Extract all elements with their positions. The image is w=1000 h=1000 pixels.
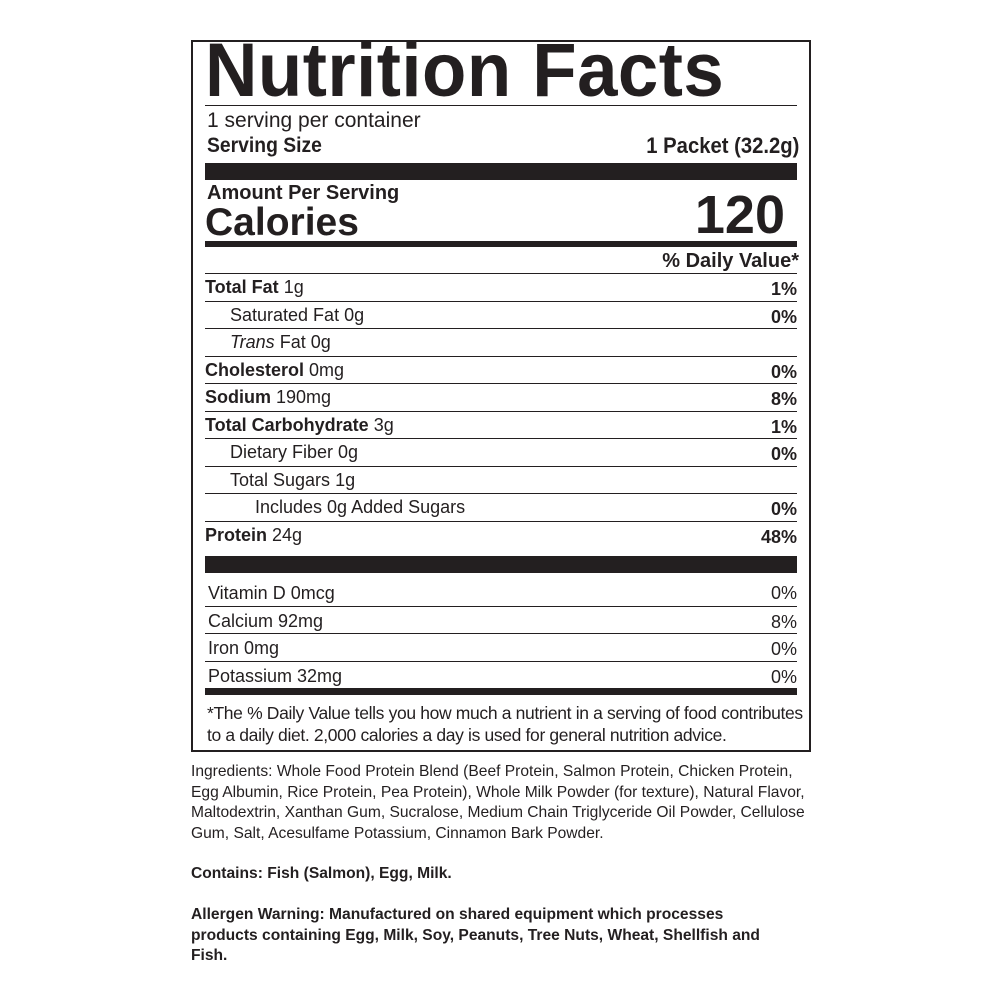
vitamin-dv: 0% (770, 583, 797, 603)
nutrient-name: Sodium (205, 387, 271, 407)
nutrient-row-dietary-fiber: Dietary Fiber 0g 0% (205, 438, 797, 466)
nutrient-amount: 1g (283, 277, 304, 297)
thick-divider (205, 163, 797, 180)
thick-divider (205, 556, 797, 573)
nutrient-row-sodium: Sodium 190mg 8% (205, 383, 797, 411)
nutrient-amount: 24g (272, 525, 303, 545)
serving-size-value: 1 Packet (32.2g) (645, 133, 799, 158)
nutrient-row-protein: Protein 24g 48% (205, 521, 797, 549)
nutrient-row-total-carbohydrate: Total Carbohydrate 3g 1% (205, 411, 797, 439)
nutrient-row-trans-fat: Trans Fat 0g (205, 328, 797, 356)
vitamin-dv: 8% (770, 612, 797, 632)
nutrient-row-total-fat: Total Fat 1g 1% (205, 273, 797, 301)
nutrient-name: Dietary Fiber (230, 442, 334, 462)
nutrient-name: Saturated Fat (230, 305, 340, 325)
nutrient-amount: Fat 0g (279, 332, 331, 352)
daily-value-header: % Daily Value* (662, 250, 799, 272)
calories-value: 120 (694, 185, 785, 245)
amount-per-serving: Amount Per Serving (207, 182, 400, 204)
footnote: *The % Daily Value tells you how much a … (207, 703, 803, 745)
nutrient-row-added-sugars: Includes 0g Added Sugars 0% (205, 493, 797, 521)
nutrient-name: Protein (205, 525, 268, 545)
nutrient-name: Total Carbohydrate (205, 415, 369, 435)
medium-divider (205, 688, 797, 695)
nutrient-dv: 0% (770, 444, 797, 464)
nutrient-name: Includes 0g Added Sugars (255, 497, 466, 517)
nutrient-dv: 48% (760, 527, 797, 547)
medium-divider (205, 241, 797, 247)
nutrient-name: Cholesterol (205, 360, 305, 380)
ingredients: Ingredients: Whole Food Protein Blend (B… (191, 763, 805, 842)
nutrient-row-saturated-fat: Saturated Fat 0g 0% (205, 301, 797, 329)
label-title: Nutrition Facts (205, 28, 725, 113)
servings-per-container: 1 serving per container (207, 109, 421, 132)
nutrient-name: Total Fat (205, 277, 279, 297)
nutrient-amount: 3g (373, 415, 394, 435)
nutrient-amount: 0mg (309, 360, 345, 380)
nutrient-dv: 0% (770, 307, 797, 327)
nutrient-amount: 1g (335, 470, 356, 490)
nutrient-name: Total Sugars (230, 470, 331, 490)
vitamin-name: Calcium 92mg (208, 611, 324, 631)
vitamin-dv: 0% (770, 639, 797, 659)
divider (205, 105, 797, 106)
nutrient-row-total-sugars: Total Sugars 1g (205, 466, 797, 494)
nutrient-amount: 0g (344, 305, 365, 325)
nutrient-dv: 0% (770, 362, 797, 382)
vitamin-dv: 0% (770, 667, 797, 687)
vitamin-name: Iron 0mg (208, 638, 280, 658)
calories-label: Calories (205, 201, 359, 244)
nutrient-dv: 8% (770, 389, 797, 409)
vitamin-row: Vitamin D 0mcg 0% (205, 578, 797, 605)
nutrient-name: Trans (230, 332, 275, 352)
nutrient-amount: 0g (338, 442, 359, 462)
nutrient-dv: 1% (770, 279, 797, 299)
vitamin-row: Iron 0mg 0% (205, 633, 797, 661)
serving-size-label: Serving Size (207, 134, 322, 157)
nutrient-amount: 190mg (276, 387, 332, 407)
nutrition-facts-label: Nutrition Facts 1 serving per container … (191, 28, 811, 752)
nutrient-dv: 0% (770, 499, 797, 519)
contains-statement: Contains: Fish (Salmon), Egg, Milk. (191, 865, 452, 882)
vitamin-name: Vitamin D 0mcg (208, 583, 335, 603)
vitamin-name: Potassium 32mg (208, 666, 343, 686)
allergen-warning: Allergen Warning: Manufactured on shared… (191, 906, 760, 964)
vitamin-row: Calcium 92mg 8% (205, 606, 797, 634)
nutrient-dv: 1% (770, 417, 797, 437)
nutrient-row-cholesterol: Cholesterol 0mg 0% (205, 356, 797, 384)
vitamin-row: Potassium 32mg 0% (205, 661, 797, 689)
